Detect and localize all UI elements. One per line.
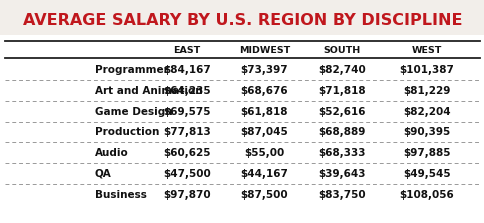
Text: QA: QA [94, 169, 111, 179]
Text: $49,545: $49,545 [402, 169, 450, 179]
Text: $55,00: $55,00 [244, 148, 284, 158]
Text: $82,204: $82,204 [402, 107, 450, 117]
Text: $64,235: $64,235 [163, 86, 210, 96]
Text: $83,750: $83,750 [318, 190, 365, 200]
Text: $52,616: $52,616 [318, 107, 365, 117]
Text: $39,643: $39,643 [318, 169, 365, 179]
Text: $90,395: $90,395 [402, 128, 450, 137]
Text: $73,397: $73,397 [240, 65, 287, 75]
Text: MIDWEST: MIDWEST [238, 46, 289, 55]
Text: SOUTH: SOUTH [323, 46, 360, 55]
Text: $97,885: $97,885 [402, 148, 450, 158]
Text: $87,500: $87,500 [240, 190, 287, 200]
Text: $60,625: $60,625 [163, 148, 210, 158]
Text: EAST: EAST [173, 46, 200, 55]
Text: $97,870: $97,870 [163, 190, 210, 200]
Text: $71,818: $71,818 [318, 86, 365, 96]
Text: $81,229: $81,229 [402, 86, 450, 96]
Text: $61,818: $61,818 [240, 107, 287, 117]
Text: Art and Animation: Art and Animation [94, 86, 202, 96]
Text: Business: Business [94, 190, 146, 200]
Text: $44,167: $44,167 [240, 169, 287, 179]
Text: $68,889: $68,889 [318, 128, 365, 137]
Text: Audio: Audio [94, 148, 128, 158]
Text: $69,575: $69,575 [163, 107, 210, 117]
Text: $68,333: $68,333 [318, 148, 365, 158]
Text: AVERAGE SALARY BY U.S. REGION BY DISCIPLINE: AVERAGE SALARY BY U.S. REGION BY DISCIPL… [23, 12, 461, 28]
Text: Programmer: Programmer [94, 65, 168, 75]
Text: $87,045: $87,045 [240, 128, 287, 137]
Text: $82,740: $82,740 [318, 65, 365, 75]
Text: $84,167: $84,167 [163, 65, 210, 75]
Text: $47,500: $47,500 [163, 169, 210, 179]
Text: Production: Production [94, 128, 159, 137]
Text: $108,056: $108,056 [399, 190, 453, 200]
FancyBboxPatch shape [0, 35, 484, 223]
Text: Game Design: Game Design [94, 107, 172, 117]
Text: WEST: WEST [411, 46, 441, 55]
Text: $68,676: $68,676 [240, 86, 287, 96]
Text: $77,813: $77,813 [163, 128, 210, 137]
Text: $101,387: $101,387 [398, 65, 454, 75]
